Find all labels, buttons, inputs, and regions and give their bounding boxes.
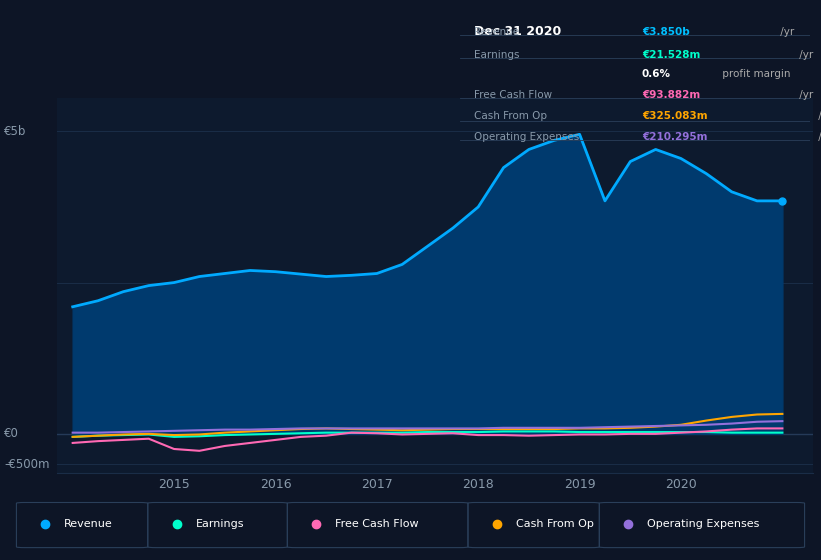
Text: Cash From Op: Cash From Op [474, 111, 547, 122]
Text: Revenue: Revenue [474, 27, 519, 38]
Text: €21.528m: €21.528m [642, 50, 700, 60]
Text: /yr: /yr [777, 27, 794, 38]
Text: €93.882m: €93.882m [642, 90, 700, 100]
Text: Dec 31 2020: Dec 31 2020 [474, 25, 562, 38]
Text: €325.083m: €325.083m [642, 111, 708, 122]
Text: Free Cash Flow: Free Cash Flow [335, 519, 419, 529]
Text: 0.6%: 0.6% [642, 69, 671, 80]
Text: €210.295m: €210.295m [642, 132, 708, 142]
Text: profit margin: profit margin [719, 69, 791, 80]
Text: /yr: /yr [815, 132, 821, 142]
Text: Operating Expenses: Operating Expenses [474, 132, 580, 142]
Text: Cash From Op: Cash From Op [516, 519, 594, 529]
Text: /yr: /yr [796, 50, 814, 60]
Text: Revenue: Revenue [64, 519, 112, 529]
Text: Earnings: Earnings [474, 50, 520, 60]
Text: Free Cash Flow: Free Cash Flow [474, 90, 553, 100]
Text: -€500m: -€500m [4, 458, 49, 470]
Text: €0: €0 [4, 427, 19, 440]
Text: /yr: /yr [815, 111, 821, 122]
Text: €3.850b: €3.850b [642, 27, 690, 38]
Text: Operating Expenses: Operating Expenses [647, 519, 759, 529]
Text: /yr: /yr [796, 90, 814, 100]
Text: €5b: €5b [4, 125, 26, 138]
Text: Earnings: Earnings [195, 519, 244, 529]
